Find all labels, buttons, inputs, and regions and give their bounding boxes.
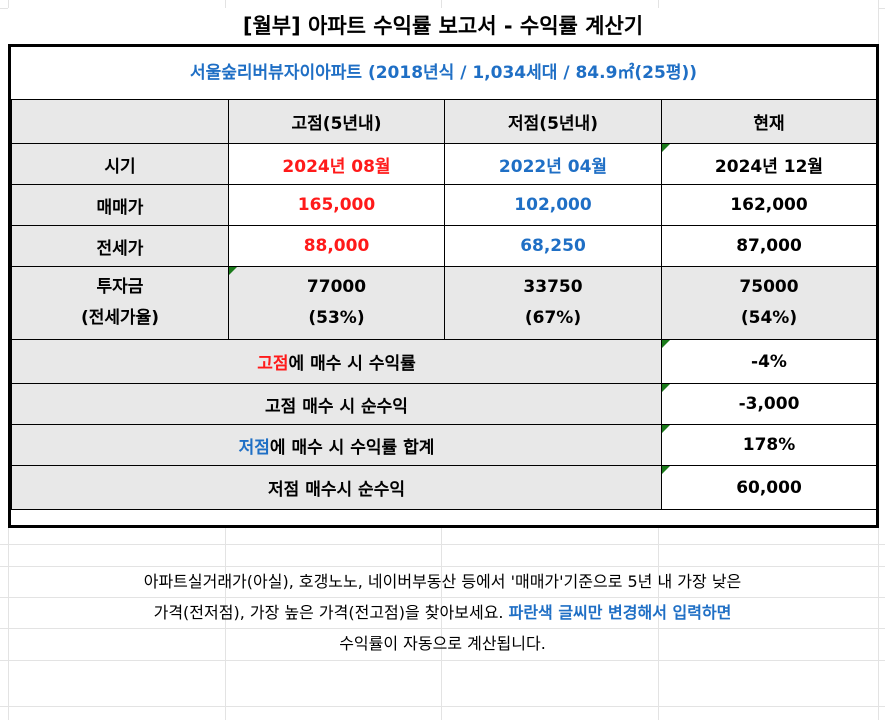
- report-table-container: 서울숲리버뷰자이아파트 (2018년식 / 1,034세대 / 84.9㎡(25…: [8, 44, 879, 528]
- table-row: 저점에 매수 시 수익률 합계 178%: [11, 424, 877, 466]
- table-row: 저점 매수시 순수익 60,000: [11, 465, 877, 510]
- invest-label-line1: 투자금: [96, 277, 144, 297]
- apartment-subtitle[interactable]: 서울숲리버뷰자이아파트 (2018년식 / 1,034세대 / 84.9㎡(25…: [11, 47, 876, 100]
- sale-high-cell[interactable]: 165,000: [228, 184, 445, 226]
- low-return-label: 에 매수 시 수익률 합계: [269, 437, 435, 458]
- formula-marker-icon: [229, 267, 237, 275]
- sale-low-cell[interactable]: 102,000: [444, 184, 662, 226]
- low-return-label-cell[interactable]: 저점에 매수 시 수익률 합계: [11, 424, 662, 466]
- invest-low-cell[interactable]: 33750 (67%): [444, 266, 662, 340]
- col-header-low[interactable]: 저점(5년내): [444, 99, 662, 144]
- row-label-sale[interactable]: 매매가: [11, 184, 229, 226]
- period-high-cell[interactable]: 2024년 08월: [228, 143, 445, 185]
- low-keyword: 저점: [238, 437, 270, 458]
- note-line-1: 아파트실거래가(아실), 호갱노노, 네이버부동산 등에서 '매매가'기준으로 …: [143, 572, 742, 591]
- period-low-cell[interactable]: 2022년 04월: [444, 143, 662, 185]
- corner-cell[interactable]: [11, 99, 229, 144]
- jeonse-now-cell[interactable]: 87,000: [661, 225, 877, 267]
- return-table: 고점(5년내) 저점(5년내) 현재 시기 2024년 08월 2022년 04…: [11, 99, 877, 510]
- report-title: [월부] 아파트 수익률 보고서 - 수익률 계산기: [8, 8, 878, 44]
- high-return-label: 에 매수 시 수익률: [288, 354, 416, 374]
- low-return-value: 178%: [742, 435, 796, 455]
- low-net-label-cell[interactable]: 저점 매수시 순수익: [11, 465, 662, 510]
- table-row: 고점에 매수 시 수익률 -4%: [11, 339, 877, 384]
- high-return-label-cell[interactable]: 고점에 매수 시 수익률: [11, 339, 662, 384]
- note-line-3: 수익률이 자동으로 계산됩니다.: [339, 634, 546, 653]
- row-label-jeonse[interactable]: 전세가: [11, 225, 229, 267]
- formula-marker-icon: [662, 384, 670, 392]
- high-return-value: -4%: [751, 351, 787, 372]
- invest-now-cell[interactable]: 75000 (54%): [661, 266, 877, 340]
- table-row: 시기 2024년 08월 2022년 04월 2024년 12월: [11, 143, 877, 185]
- invest-low-amount: 33750: [523, 277, 583, 297]
- invest-high-amount: 77000: [306, 277, 367, 297]
- col-header-high[interactable]: 고점(5년내): [228, 99, 445, 144]
- col-header-now[interactable]: 현재: [661, 99, 877, 144]
- formula-marker-icon: [662, 466, 670, 474]
- period-now-cell[interactable]: 2024년 12월: [661, 143, 877, 185]
- high-keyword: 고점: [257, 354, 289, 374]
- table-row: 투자금 (전세가율) 77000 (53%) 33750 (67%) 75000…: [11, 266, 877, 340]
- high-net-value-cell[interactable]: -3,000: [661, 383, 877, 425]
- high-return-value-cell[interactable]: -4%: [661, 339, 877, 384]
- row-label-invest[interactable]: 투자금 (전세가율): [11, 266, 229, 340]
- invest-now-amount: 75000: [739, 277, 799, 297]
- invest-high-cell[interactable]: 77000 (53%): [228, 266, 445, 340]
- jeonse-high-cell[interactable]: 88,000: [228, 225, 445, 267]
- table-row: 전세가 88,000 68,250 87,000: [11, 225, 877, 267]
- invest-high-ratio: (53%): [308, 308, 365, 328]
- period-now-value: 2024년 12월: [714, 156, 824, 177]
- instruction-note[interactable]: 아파트실거래가(아실), 호갱노노, 네이버부동산 등에서 '매매가'기준으로 …: [0, 566, 885, 659]
- note-line-2-text: 가격(전저점), 가장 높은 가격(전고점)을 찾아보세요.: [153, 603, 509, 622]
- low-net-value-cell[interactable]: 60,000: [661, 465, 877, 510]
- low-net-value: 60,000: [736, 477, 802, 498]
- invest-label-line2: (전세가율): [80, 308, 160, 328]
- jeonse-low-cell[interactable]: 68,250: [444, 225, 662, 267]
- note-line-2: 가격(전저점), 가장 높은 가격(전고점)을 찾아보세요. 파란색 글씨만 변…: [0, 597, 885, 628]
- table-row: 매매가 165,000 102,000 162,000: [11, 184, 877, 226]
- sale-now-cell[interactable]: 162,000: [661, 184, 877, 226]
- formula-marker-icon: [662, 340, 670, 348]
- high-net-label-cell[interactable]: 고점 매수 시 순수익: [11, 383, 662, 425]
- formula-marker-icon: [662, 144, 670, 152]
- invest-low-ratio: (67%): [524, 308, 582, 328]
- formula-marker-icon: [662, 425, 670, 433]
- note-line-2-highlight: 파란색 글씨만 변경해서 입력하면: [508, 603, 732, 622]
- invest-now-ratio: (54%): [740, 308, 798, 328]
- row-label-period[interactable]: 시기: [11, 143, 229, 185]
- high-net-value: -3,000: [738, 394, 800, 414]
- low-return-value-cell[interactable]: 178%: [661, 424, 877, 466]
- table-row: 고점 매수 시 순수익 -3,000: [11, 383, 877, 425]
